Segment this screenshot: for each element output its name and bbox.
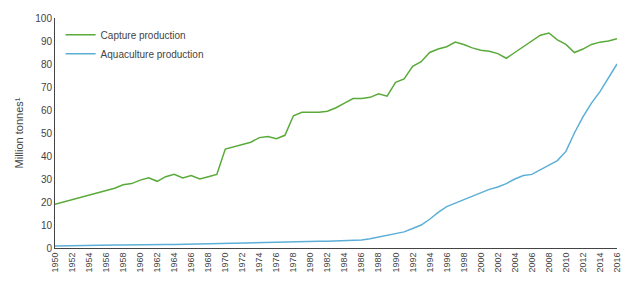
svg-text:0: 0 (46, 243, 52, 254)
svg-text:2008: 2008 (544, 253, 554, 273)
svg-text:2004: 2004 (510, 253, 520, 273)
svg-text:1954: 1954 (84, 253, 94, 273)
svg-text:1966: 1966 (186, 253, 196, 273)
svg-text:1992: 1992 (408, 253, 418, 273)
svg-text:1980: 1980 (305, 253, 315, 273)
svg-text:90: 90 (41, 36, 53, 47)
svg-text:1950: 1950 (50, 253, 60, 273)
svg-text:1962: 1962 (152, 253, 162, 273)
svg-text:20: 20 (41, 197, 53, 208)
svg-text:1998: 1998 (459, 253, 469, 273)
svg-text:2012: 2012 (578, 253, 588, 273)
svg-text:1986: 1986 (356, 253, 366, 273)
svg-text:1982: 1982 (322, 253, 332, 273)
svg-text:1988: 1988 (374, 253, 384, 273)
svg-text:1976: 1976 (271, 253, 281, 273)
svg-text:2000: 2000 (476, 253, 486, 273)
svg-text:1952: 1952 (67, 253, 77, 273)
svg-text:1994: 1994 (425, 253, 435, 273)
svg-text:2016: 2016 (612, 253, 622, 273)
svg-text:1964: 1964 (169, 253, 179, 273)
svg-text:1968: 1968 (203, 253, 213, 273)
svg-text:2006: 2006 (527, 253, 537, 273)
svg-text:30: 30 (41, 174, 53, 185)
svg-text:60: 60 (41, 105, 53, 116)
svg-text:2010: 2010 (561, 253, 571, 273)
svg-text:1984: 1984 (339, 253, 349, 273)
svg-text:1970: 1970 (220, 253, 230, 273)
svg-text:2014: 2014 (595, 253, 605, 273)
svg-text:Aquaculture production: Aquaculture production (101, 49, 204, 60)
svg-text:2002: 2002 (493, 253, 503, 273)
svg-text:1990: 1990 (391, 253, 401, 273)
svg-text:80: 80 (41, 59, 53, 70)
svg-text:50: 50 (41, 128, 53, 139)
svg-text:10: 10 (41, 220, 53, 231)
svg-text:1978: 1978 (288, 253, 298, 273)
svg-text:1972: 1972 (237, 253, 247, 273)
svg-text:1996: 1996 (442, 253, 452, 273)
svg-text:Capture production: Capture production (101, 30, 186, 41)
svg-text:100: 100 (35, 13, 52, 24)
svg-text:Million tonnes¹: Million tonnes¹ (13, 97, 25, 168)
svg-text:1974: 1974 (254, 253, 264, 273)
svg-text:70: 70 (41, 82, 53, 93)
svg-text:1958: 1958 (118, 253, 128, 273)
svg-text:1956: 1956 (101, 253, 111, 273)
svg-text:40: 40 (41, 151, 53, 162)
svg-text:1960: 1960 (135, 253, 145, 273)
